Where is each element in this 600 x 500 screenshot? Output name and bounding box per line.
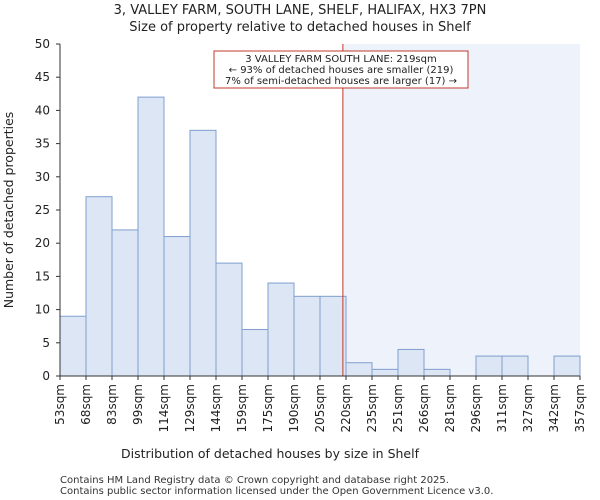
- annotation-line-3: 7% of semi-detached houses are larger (1…: [225, 76, 457, 87]
- x-tick-label-190sqm: 190sqm: [287, 384, 301, 432]
- x-tick-label-327sqm: 327sqm: [521, 384, 535, 432]
- bar-251sqm: [397, 348, 425, 377]
- bar-296sqm: [475, 355, 503, 377]
- y-ticks-group: 0 5 10 15 20 25 30 35 40 45 50: [35, 37, 60, 383]
- x-tick-label-296sqm: 296sqm: [469, 384, 483, 432]
- x-tick-label-144sqm: 144sqm: [209, 384, 223, 432]
- y-tick-label-45: 45: [35, 70, 50, 84]
- bar-342sqm: [553, 355, 581, 377]
- bar-129sqm: [189, 129, 217, 377]
- y-tick-label-5: 5: [42, 336, 50, 350]
- bar-144sqm: [215, 262, 243, 377]
- x-tick-label-53sqm: 53sqm: [53, 384, 67, 425]
- x-tick-label-205sqm: 205sqm: [313, 384, 327, 432]
- x-axis-label: Distribution of detached houses by size …: [121, 446, 420, 461]
- annotation-line-1: 3 VALLEY FARM SOUTH LANE: 219sqm: [245, 54, 436, 65]
- y-tick-label-20: 20: [35, 236, 50, 250]
- bar-114sqm: [163, 236, 191, 377]
- x-tick-label-342sqm: 342sqm: [547, 384, 561, 432]
- x-tick-label-281sqm: 281sqm: [443, 384, 457, 432]
- bar-83sqm: [111, 229, 139, 377]
- footer-line-1: Contains HM Land Registry data © Crown c…: [60, 475, 449, 486]
- x-ticks-group: 53sqm 68sqm 83sqm 99sqm 114sqm 129sqm 144sqm 15…: [53, 376, 587, 432]
- x-tick-label-68sqm: 68sqm: [79, 384, 93, 425]
- bars-group: [59, 96, 581, 377]
- chart-subtitle: Size of property relative to detached ho…: [129, 20, 471, 35]
- annotation-line-2: ← 93% of detached houses are smaller (21…: [229, 65, 454, 76]
- x-tick-label-129sqm: 129sqm: [183, 384, 197, 432]
- x-tick-label-99sqm: 99sqm: [131, 384, 145, 425]
- bar-266sqm: [423, 368, 451, 377]
- bar-53sqm: [59, 315, 87, 377]
- bar-205sqm: [319, 295, 347, 377]
- x-tick-label-266sqm: 266sqm: [417, 384, 431, 432]
- chart-title: 3, VALLEY FARM, SOUTH LANE, SHELF, HALIF…: [114, 3, 487, 18]
- x-tick-label-251sqm: 251sqm: [391, 384, 405, 432]
- y-tick-label-15: 15: [35, 269, 50, 283]
- larger-properties-region: [342, 44, 580, 376]
- y-tick-label-50: 50: [35, 37, 50, 51]
- y-axis-label: Number of detached properties: [1, 112, 16, 309]
- bar-190sqm: [293, 295, 321, 377]
- bar-175sqm: [267, 282, 295, 377]
- y-tick-label-30: 30: [35, 170, 50, 184]
- x-tick-label-220sqm: 220sqm: [339, 384, 353, 432]
- y-tick-label-0: 0: [42, 369, 50, 383]
- x-tick-label-357sqm: 357sqm: [573, 384, 587, 432]
- annotation-box: 3 VALLEY FARM SOUTH LANE: 219sqm ← 93% o…: [213, 50, 469, 89]
- x-tick-label-175sqm: 175sqm: [261, 384, 275, 432]
- footer-line-2: Contains public sector information licen…: [60, 486, 493, 497]
- y-tick-label-35: 35: [35, 137, 50, 151]
- x-tick-label-159sqm: 159sqm: [235, 384, 249, 432]
- bar-159sqm: [241, 329, 269, 377]
- bar-68sqm: [85, 196, 113, 377]
- y-tick-label-25: 25: [35, 203, 50, 217]
- y-tick-label-40: 40: [35, 103, 50, 117]
- x-tick-label-235sqm: 235sqm: [365, 384, 379, 432]
- x-tick-label-114sqm: 114sqm: [157, 384, 171, 432]
- bar-220sqm: [345, 362, 373, 377]
- bar-99sqm: [137, 96, 165, 377]
- annotation-border: [213, 50, 469, 89]
- y-tick-label-10: 10: [35, 303, 50, 317]
- x-tick-label-83sqm: 83sqm: [105, 384, 119, 425]
- bar-311sqm: [501, 355, 529, 377]
- x-tick-label-311sqm: 311sqm: [495, 384, 509, 432]
- bar-235sqm: [371, 368, 399, 377]
